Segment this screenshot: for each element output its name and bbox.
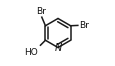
Text: Br: Br [36,7,46,16]
Text: Br: Br [78,21,88,30]
Text: HO: HO [24,48,38,56]
Text: N: N [54,43,61,53]
